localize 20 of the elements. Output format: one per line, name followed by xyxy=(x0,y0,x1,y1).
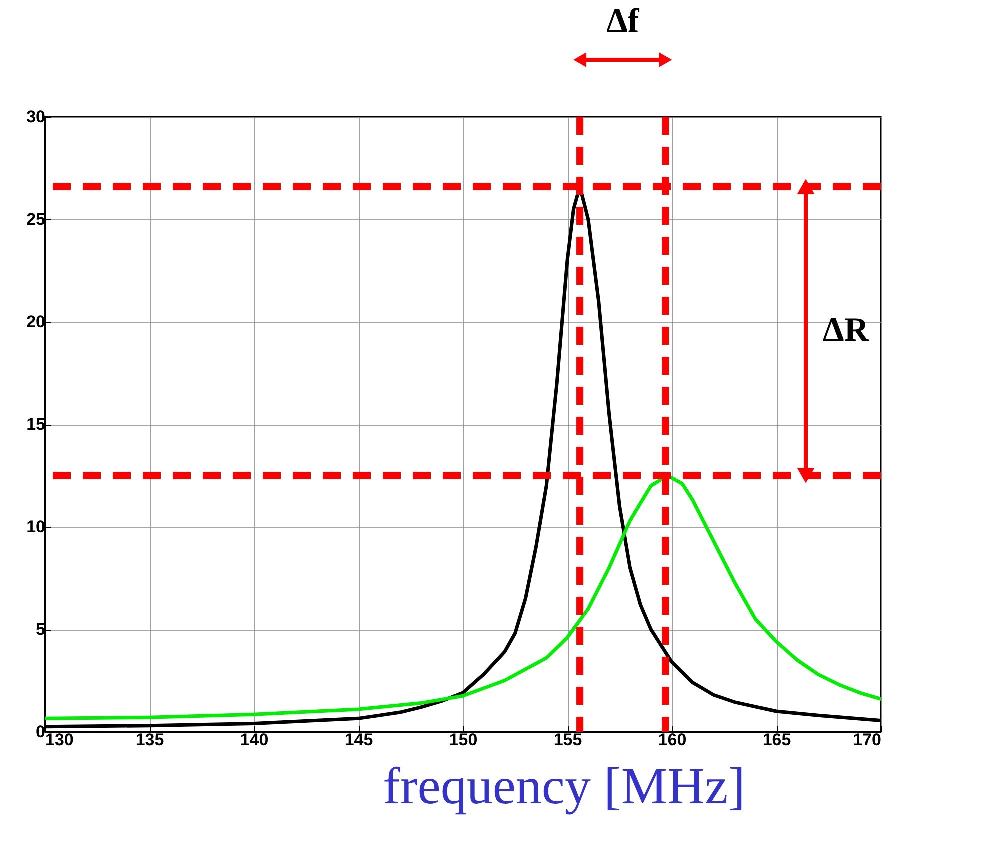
text: Δf xyxy=(606,3,640,40)
y-tick-label: 20 xyxy=(26,312,46,332)
line-series xyxy=(45,474,881,720)
y-tick-label: 10 xyxy=(26,518,46,536)
x-tick-label: 145 xyxy=(344,730,374,750)
annotation: ΔR xyxy=(823,312,870,350)
y-tick-label: 15 xyxy=(26,415,46,434)
x-tick-label: 170 xyxy=(853,730,882,750)
x-tick-label: 165 xyxy=(762,730,792,750)
x-tick-label: 150 xyxy=(449,730,478,750)
y-tick-label: 25 xyxy=(26,210,46,229)
x-tick-label: 140 xyxy=(240,730,269,750)
y-tick-label: 0 xyxy=(36,722,46,742)
y-tick-label: 30 xyxy=(26,108,46,126)
x-tick-label: 160 xyxy=(658,730,687,750)
y-tick-label: 5 xyxy=(36,620,46,639)
x-tick-label: 130 xyxy=(46,730,74,750)
x-tick-label: 135 xyxy=(136,730,164,750)
x-tick-label: 155 xyxy=(554,730,582,750)
x-axis-title: frequency [MHz] xyxy=(383,758,746,816)
